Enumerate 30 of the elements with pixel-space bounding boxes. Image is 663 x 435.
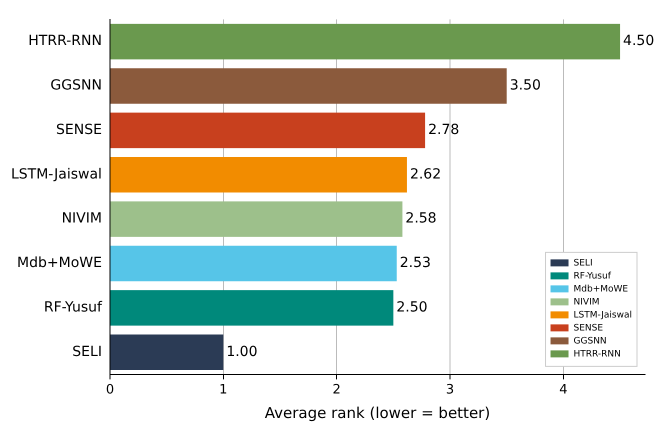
legend-label: RF-Yusuf	[574, 272, 612, 282]
x-axis-title: Average rank (lower = better)	[264, 404, 490, 422]
y-tick-label: HTRR-RNN	[28, 33, 102, 50]
legend-label: NIVIM	[574, 298, 600, 308]
x-tick-label: 1	[219, 382, 228, 398]
legend-label: Mdb+MoWE	[574, 284, 628, 295]
data-label: 3.50	[510, 78, 541, 94]
data-label: 1.00	[226, 344, 258, 360]
legend-label: GGSNN	[574, 336, 607, 347]
data-label: 2.58	[405, 210, 437, 227]
y-tick-label: RF-Yusuf	[44, 299, 104, 316]
data-label: 2.53	[400, 255, 431, 272]
data-label: 2.62	[410, 166, 442, 182]
legend-label: LSTM-Jaiswal	[574, 310, 632, 321]
y-tick-label: SELI	[72, 344, 102, 360]
legend-label: SENSE	[574, 324, 604, 334]
legend-label: HTRR-RNN	[574, 350, 621, 360]
y-tick-label: SENSE	[56, 122, 102, 138]
y-tick-label: NIVIM	[62, 210, 102, 227]
y-tick-label: Mdb+MoWE	[17, 255, 102, 272]
x-tick-label: 2	[332, 382, 341, 398]
x-tick-label: 4	[559, 382, 568, 398]
y-tick-label: GGSNN	[50, 78, 102, 94]
y-tick-label: LSTM-Jaiswal	[10, 166, 102, 182]
data-label: 2.50	[396, 299, 428, 316]
data-label: 2.78	[428, 122, 460, 138]
legend-label: SELI	[574, 258, 593, 269]
x-tick-label: 3	[446, 382, 454, 398]
x-tick-label: 0	[106, 382, 114, 398]
data-label: 4.50	[623, 33, 654, 50]
